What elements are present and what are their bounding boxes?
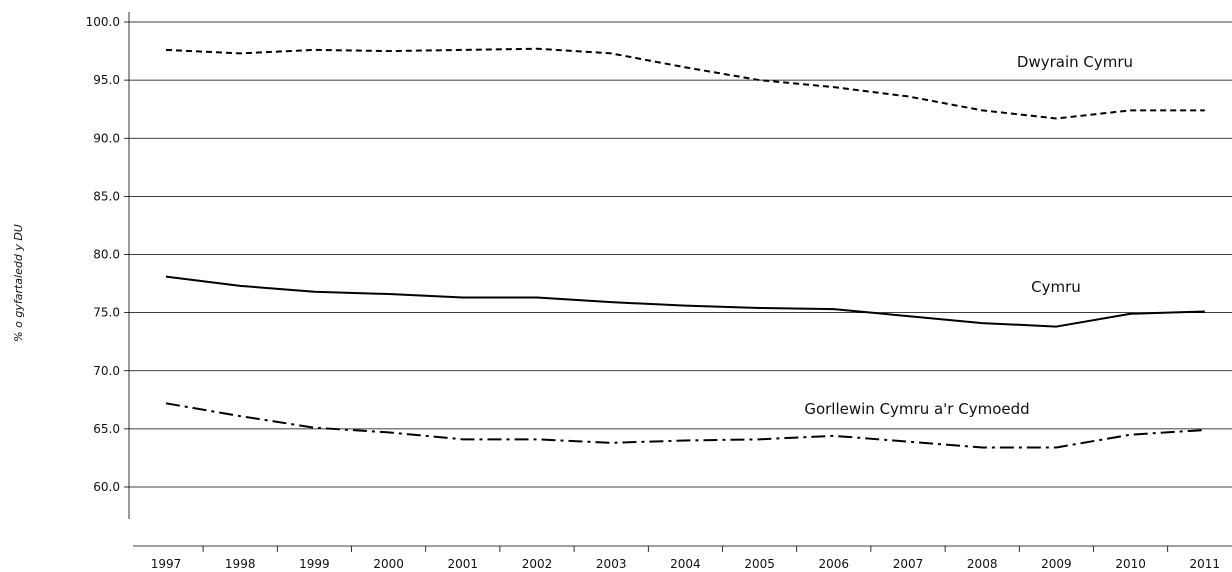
x-tick-label: 2011 [1190, 557, 1221, 571]
y-tick-label: 100.0 [86, 15, 120, 29]
x-axis-ticks: 1997 1998 1999 2000 2001 2002 2003 2004 2005 2006… [151, 546, 1220, 571]
x-tick-label: 2000 [373, 557, 404, 571]
series-label: Dwyrain Cymru [1017, 53, 1133, 71]
x-tick-label: 2007 [893, 557, 924, 571]
series-line-0 [165, 47, 1205, 120]
x-tick-label: 2005 [744, 557, 775, 571]
x-tick-label: 2009 [1041, 557, 1072, 571]
x-tick-label: 1998 [225, 557, 256, 571]
x-tick-label: 2004 [670, 557, 701, 571]
x-tick-label: 1997 [151, 557, 182, 571]
y-tick-label: 60.0 [93, 480, 120, 494]
x-tick-label: 2010 [1115, 557, 1146, 571]
y-tick-label: 75.0 [93, 306, 120, 320]
series-label: Cymru [1031, 278, 1081, 296]
x-tick-label: 2006 [819, 557, 850, 571]
series-line-2 [165, 402, 1205, 449]
x-tick-label: 2008 [967, 557, 998, 571]
series-label: Gorllewin Cymru a'r Cymoedd [804, 400, 1029, 418]
x-tick-label: 2003 [596, 557, 627, 571]
x-tick-label: 1999 [299, 557, 330, 571]
x-tick-label: 2002 [522, 557, 553, 571]
series-line-1 [165, 275, 1205, 328]
series-labels: Dwyrain Cymru Cymru Gorllewin Cymru a'r Cy… [804, 53, 1133, 418]
y-tick-label: 90.0 [93, 131, 120, 145]
x-tick-label: 2001 [448, 557, 479, 571]
series-group [165, 47, 1205, 449]
y-axis-label: % o gyfartaledd y DU [12, 224, 25, 342]
y-axis-ticks: 60.0 65.0 70.0 75.0 80.0 85.0 90.0 95.0 100.0 [86, 15, 129, 494]
y-tick-label: 65.0 [93, 422, 120, 436]
y-tick-label: 95.0 [93, 73, 120, 87]
gridlines [129, 21, 1232, 488]
y-tick-label: 80.0 [93, 248, 120, 262]
y-tick-label: 70.0 [93, 364, 120, 378]
y-tick-label: 85.0 [93, 189, 120, 203]
